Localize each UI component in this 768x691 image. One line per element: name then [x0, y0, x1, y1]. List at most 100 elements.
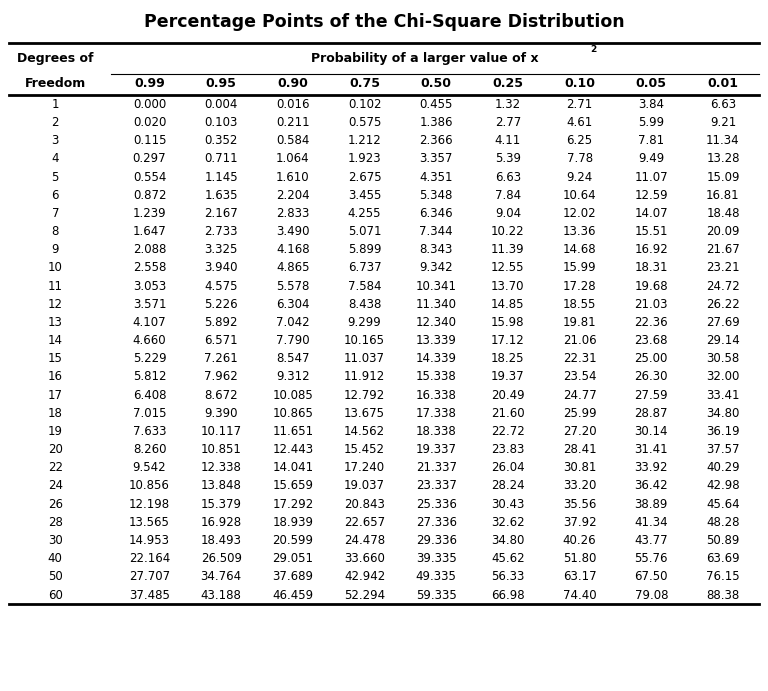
- Text: 21.06: 21.06: [563, 334, 597, 347]
- Text: 28.41: 28.41: [563, 443, 597, 456]
- Text: 6.408: 6.408: [133, 388, 166, 401]
- Text: 3.84: 3.84: [638, 98, 664, 111]
- Text: 1.647: 1.647: [133, 225, 167, 238]
- Text: 2.167: 2.167: [204, 207, 238, 220]
- Text: Percentage Points of the Chi-Square Distribution: Percentage Points of the Chi-Square Dist…: [144, 13, 624, 31]
- Text: 13.565: 13.565: [129, 515, 170, 529]
- Text: 19.68: 19.68: [634, 280, 668, 292]
- Text: 42.98: 42.98: [706, 480, 740, 493]
- Text: 9.299: 9.299: [348, 316, 382, 329]
- Text: 13.675: 13.675: [344, 407, 385, 420]
- Text: Degrees of: Degrees of: [17, 52, 94, 64]
- Text: 10.856: 10.856: [129, 480, 170, 493]
- Text: 27.69: 27.69: [706, 316, 740, 329]
- Text: 0.25: 0.25: [492, 77, 524, 90]
- Text: 0.99: 0.99: [134, 77, 165, 90]
- Text: 4.865: 4.865: [276, 261, 310, 274]
- Text: 18.338: 18.338: [415, 425, 457, 438]
- Text: 23.54: 23.54: [563, 370, 596, 384]
- Text: 7.78: 7.78: [567, 152, 593, 165]
- Text: 50.89: 50.89: [707, 534, 740, 547]
- Text: 21.337: 21.337: [415, 462, 457, 474]
- Text: 7.790: 7.790: [276, 334, 310, 347]
- Text: 10.22: 10.22: [491, 225, 525, 238]
- Text: 11.651: 11.651: [273, 425, 313, 438]
- Text: 45.62: 45.62: [491, 552, 525, 565]
- Text: 0.455: 0.455: [419, 98, 453, 111]
- Text: 14.85: 14.85: [492, 298, 525, 311]
- Text: 4.351: 4.351: [419, 171, 453, 184]
- Text: 14.68: 14.68: [563, 243, 597, 256]
- Text: 6: 6: [51, 189, 59, 202]
- Text: 63.69: 63.69: [706, 552, 740, 565]
- Text: 0.90: 0.90: [277, 77, 308, 90]
- Text: 9.49: 9.49: [638, 152, 664, 165]
- Text: 28: 28: [48, 515, 63, 529]
- Text: 10.64: 10.64: [563, 189, 597, 202]
- Text: 12.338: 12.338: [200, 462, 242, 474]
- Text: 21.67: 21.67: [706, 243, 740, 256]
- Text: 29.14: 29.14: [706, 334, 740, 347]
- Text: 15.51: 15.51: [634, 225, 668, 238]
- Text: 0.95: 0.95: [206, 77, 237, 90]
- Text: 33.20: 33.20: [563, 480, 596, 493]
- Text: 14.562: 14.562: [344, 425, 385, 438]
- Text: 50: 50: [48, 570, 63, 583]
- Text: 5.071: 5.071: [348, 225, 381, 238]
- Text: 40: 40: [48, 552, 63, 565]
- Text: 18: 18: [48, 407, 63, 420]
- Text: 19.81: 19.81: [563, 316, 597, 329]
- Text: 2.833: 2.833: [276, 207, 310, 220]
- Text: 10.165: 10.165: [344, 334, 385, 347]
- Text: 43.77: 43.77: [634, 534, 668, 547]
- Text: 7.344: 7.344: [419, 225, 453, 238]
- Text: 32.62: 32.62: [491, 515, 525, 529]
- Text: 4.168: 4.168: [276, 243, 310, 256]
- Text: 34.80: 34.80: [707, 407, 740, 420]
- Text: 26.04: 26.04: [491, 462, 525, 474]
- Text: 9.04: 9.04: [495, 207, 521, 220]
- Text: 2: 2: [591, 45, 597, 55]
- Text: 6.304: 6.304: [276, 298, 310, 311]
- Text: 13.339: 13.339: [415, 334, 457, 347]
- Text: 5.812: 5.812: [133, 370, 166, 384]
- Text: 17.338: 17.338: [415, 407, 457, 420]
- Text: Freedom: Freedom: [25, 77, 86, 90]
- Text: 0.103: 0.103: [204, 116, 238, 129]
- Text: 17.28: 17.28: [563, 280, 597, 292]
- Text: 17.12: 17.12: [491, 334, 525, 347]
- Text: 59.335: 59.335: [415, 589, 457, 602]
- Text: 2.733: 2.733: [204, 225, 238, 238]
- Text: 5.226: 5.226: [204, 298, 238, 311]
- Text: 76.15: 76.15: [706, 570, 740, 583]
- Text: 11.340: 11.340: [415, 298, 457, 311]
- Text: 18.939: 18.939: [273, 515, 313, 529]
- Text: 7.84: 7.84: [495, 189, 521, 202]
- Text: 36.19: 36.19: [706, 425, 740, 438]
- Text: 5.99: 5.99: [638, 116, 664, 129]
- Text: 6.63: 6.63: [495, 171, 521, 184]
- Text: 3: 3: [51, 134, 59, 147]
- Text: 7.261: 7.261: [204, 352, 238, 366]
- Text: 18.48: 18.48: [707, 207, 740, 220]
- Text: 15.98: 15.98: [492, 316, 525, 329]
- Text: 2.558: 2.558: [133, 261, 166, 274]
- Text: 12.792: 12.792: [344, 388, 386, 401]
- Text: 0.50: 0.50: [421, 77, 452, 90]
- Text: 25.336: 25.336: [415, 498, 457, 511]
- Text: 7.633: 7.633: [133, 425, 166, 438]
- Text: 5.39: 5.39: [495, 152, 521, 165]
- Text: 26.22: 26.22: [706, 298, 740, 311]
- Text: 4.660: 4.660: [133, 334, 167, 347]
- Text: 11.39: 11.39: [491, 243, 525, 256]
- Text: 9: 9: [51, 243, 59, 256]
- Text: 27.20: 27.20: [563, 425, 597, 438]
- Text: 12.443: 12.443: [273, 443, 313, 456]
- Text: 31.41: 31.41: [634, 443, 668, 456]
- Text: 24.77: 24.77: [563, 388, 597, 401]
- Text: 38.89: 38.89: [634, 498, 668, 511]
- Text: 7: 7: [51, 207, 59, 220]
- Text: 48.28: 48.28: [707, 515, 740, 529]
- Text: 27.336: 27.336: [415, 515, 457, 529]
- Text: 5.348: 5.348: [419, 189, 453, 202]
